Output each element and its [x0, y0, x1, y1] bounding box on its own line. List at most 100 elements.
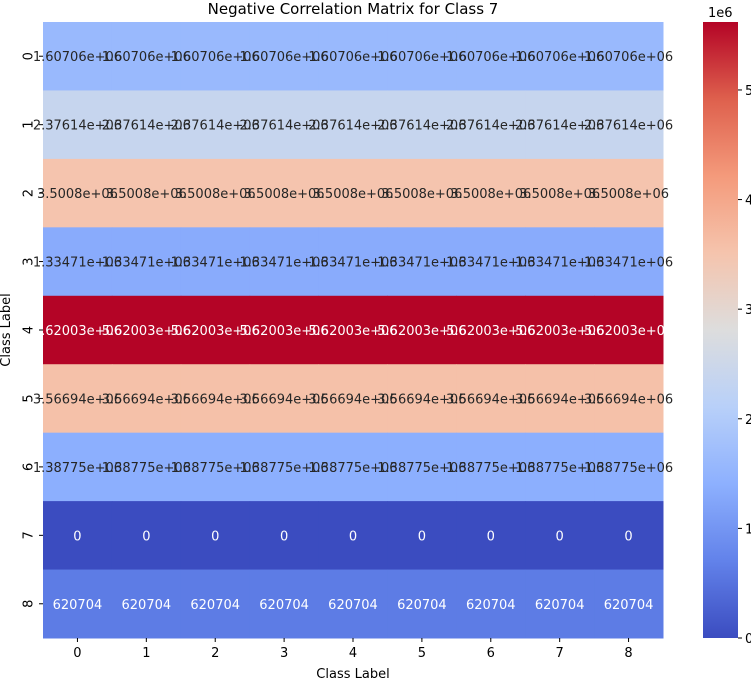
- cell-label-r7-c4: 0: [349, 529, 357, 544]
- x-tick-label: 4: [349, 646, 357, 661]
- heatmap-cell-r4-c0: [43, 295, 113, 365]
- heatmap-cell-r5-c6: [456, 364, 526, 434]
- heatmap-cell-r2-c8: [594, 158, 664, 228]
- cell-label-r5-c3: 3.56694e+06: [240, 392, 329, 407]
- x-tick-label: 1: [142, 646, 150, 661]
- cell-label-r8-c5: 620704: [397, 598, 447, 613]
- heatmap-cell-r2-c1: [111, 158, 182, 228]
- cell-label-r8-c6: 620704: [466, 598, 516, 613]
- heatmap-cell-r3-c1: [111, 227, 182, 297]
- heatmap-cell-r4-c7: [525, 295, 595, 365]
- cell-label-r7-c2: 0: [211, 529, 219, 544]
- heatmap-cell-r2-c7: [525, 158, 595, 228]
- heatmap-cell-r0-c2: [180, 22, 251, 91]
- cell-label-r6-c7: 1.38775e+06: [515, 461, 604, 476]
- y-tick-label: 2: [22, 189, 37, 197]
- cell-label-r7-c8: 0: [624, 529, 632, 544]
- heatmap-cell-r1-c5: [387, 90, 457, 160]
- cell-label-r8-c8: 620704: [604, 598, 654, 613]
- cell-label-r2-c7: 3.5008e+06: [519, 187, 600, 202]
- colorbar-tick-label: 2: [745, 413, 751, 428]
- cell-label-r6-c4: 1.38775e+06: [308, 461, 397, 476]
- heatmap-cell-r5-c4: [318, 364, 388, 434]
- cell-label-r3-c7: 1.33471e+06: [515, 256, 604, 271]
- heatmap-cell-r7-c5: [387, 501, 457, 571]
- heatmap-cell-r4-c8: [594, 295, 664, 365]
- cell-label-r2-c0: 3.5008e+06: [37, 187, 118, 202]
- cell-label-r0-c7: 1.60706e+06: [515, 50, 604, 65]
- cell-label-r4-c4: 5.62003e+06: [308, 324, 397, 339]
- heatmap-cell-r0-c5: [387, 22, 457, 91]
- heatmap-cell-r7-c7: [525, 501, 595, 571]
- heatmap-cell-r6-c5: [387, 432, 457, 502]
- heatmap-cell-r3-c0: [43, 227, 113, 297]
- cell-label-r0-c8: 1.60706e+06: [584, 50, 673, 65]
- cell-label-r5-c0: 3.56694e+06: [33, 392, 122, 407]
- heatmap-cell-r0-c3: [249, 22, 320, 91]
- cell-label-r2-c6: 3.5008e+06: [450, 187, 531, 202]
- cell-label-r6-c2: 1.38775e+06: [171, 461, 260, 476]
- x-tick-label: 6: [487, 646, 495, 661]
- cell-label-r3-c4: 1.33471e+06: [308, 256, 397, 271]
- cell-label-r3-c1: 1.33471e+06: [102, 256, 191, 271]
- cell-label-r1-c6: 2.37614e+06: [446, 119, 535, 134]
- heatmap-cell-r2-c5: [387, 158, 457, 228]
- cell-label-r5-c1: 3.56694e+06: [102, 392, 191, 407]
- cell-label-r7-c7: 0: [556, 529, 564, 544]
- cell-label-r8-c7: 620704: [535, 598, 585, 613]
- cell-label-r1-c7: 2.37614e+06: [515, 119, 604, 134]
- cell-label-r0-c5: 1.60706e+06: [377, 50, 466, 65]
- heatmap-cell-r6-c6: [456, 432, 526, 502]
- cell-label-r5-c2: 3.56694e+06: [171, 392, 260, 407]
- y-tick-label: 1: [22, 121, 37, 129]
- heatmap-cell-r1-c6: [456, 90, 526, 160]
- cell-label-r4-c5: 5.62003e+06: [377, 324, 466, 339]
- colorbar-tick-label: 5: [745, 84, 751, 99]
- heatmap-cell-r1-c1: [111, 90, 182, 160]
- x-axis-ticks: 0 1 2 3 4 5 6 7 8: [73, 638, 633, 661]
- heatmap-cell-r3-c5: [387, 227, 457, 297]
- heatmap-cell-r6-c3: [249, 432, 320, 502]
- heatmap-cell-r6-c0: [43, 432, 113, 502]
- heatmap-cell-r6-c2: [180, 432, 251, 502]
- heatmap-cell-r7-c4: [318, 501, 388, 571]
- cell-label-r8-c1: 620704: [122, 598, 172, 613]
- cell-label-r3-c6: 1.33471e+06: [446, 256, 535, 271]
- cell-label-r7-c6: 0: [487, 529, 495, 544]
- cell-label-r3-c3: 1.33471e+06: [240, 256, 329, 271]
- heatmap-cell-r0-c1: [111, 22, 182, 91]
- chart-title: Negative Correlation Matrix for Class 7: [208, 0, 499, 18]
- heatmap-cell-r4-c2: [180, 295, 251, 365]
- y-tick-label: 4: [22, 326, 37, 334]
- heatmap-cell-r2-c6: [456, 158, 526, 228]
- heatmap-cell-r3-c8: [594, 227, 664, 297]
- cell-label-r6-c1: 1.38775e+06: [102, 461, 191, 476]
- cell-label-r5-c6: 3.56694e+06: [446, 392, 535, 407]
- heatmap-cell-r3-c3: [249, 227, 320, 297]
- cell-label-r4-c7: 5.62003e+06: [515, 324, 604, 339]
- heatmap-cell-r8-c6: [456, 569, 526, 639]
- x-tick-label: 7: [556, 646, 564, 661]
- y-tick-label: 8: [22, 600, 37, 608]
- cell-label-r2-c3: 3.5008e+06: [244, 187, 325, 202]
- heatmap-cell-r1-c4: [318, 90, 388, 160]
- heatmap-cell-r5-c5: [387, 364, 457, 434]
- heatmap-cell-r4-c6: [456, 295, 526, 365]
- heatmap-cell-r0-c8: [594, 22, 664, 91]
- cell-label-r6-c6: 1.38775e+06: [446, 461, 535, 476]
- x-tick-label: 3: [280, 646, 288, 661]
- cell-label-r8-c0: 620704: [53, 598, 103, 613]
- heatmap-cell-r2-c0: [43, 158, 113, 228]
- cell-label-r3-c5: 1.33471e+06: [377, 256, 466, 271]
- cell-label-r4-c0: 5.62003e+06: [33, 324, 122, 339]
- heatmap-cell-r0-c4: [318, 22, 388, 91]
- cell-label-r8-c2: 620704: [190, 598, 240, 613]
- heatmap-cell-r5-c3: [249, 364, 320, 434]
- y-tick-label: 6: [22, 463, 37, 471]
- x-axis-title: Class Label: [316, 667, 389, 681]
- cell-label-r8-c3: 620704: [259, 598, 309, 613]
- heatmap-cell-r0-c0: [43, 22, 113, 91]
- x-tick-label: 8: [624, 646, 632, 661]
